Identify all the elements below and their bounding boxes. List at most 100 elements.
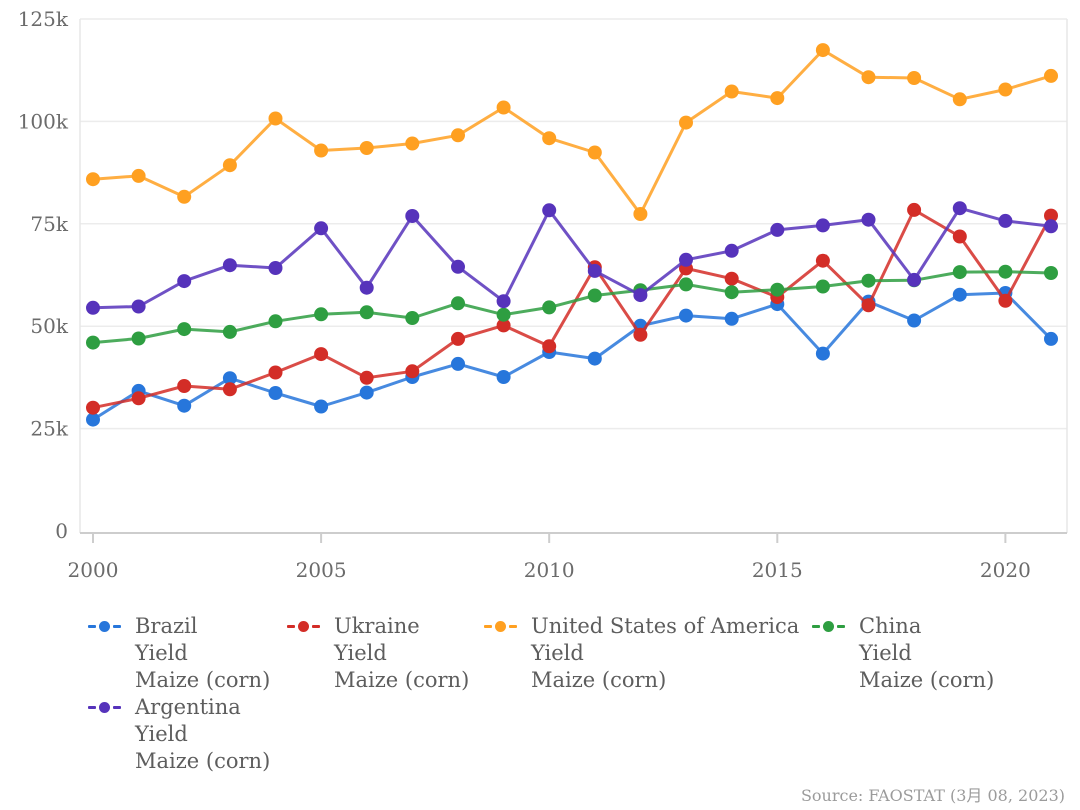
dot-argentina-2013[interactable]	[679, 252, 693, 267]
dot-brazil-2009[interactable]	[496, 370, 511, 384]
dot-ukraine-2019[interactable]	[952, 229, 967, 244]
dot-united-states-of-america-2006[interactable]	[359, 141, 374, 155]
dot-ukraine-2004[interactable]	[268, 365, 283, 380]
dot-brazil-2019[interactable]	[952, 287, 967, 302]
dot-united-states-of-america-2004[interactable]	[268, 111, 283, 126]
legend-item-china[interactable]: China Yield Maize (corn)	[812, 613, 994, 694]
legend-item-ukraine[interactable]: Ukraine Yield Maize (corn)	[287, 613, 469, 694]
dot-china-2021[interactable]	[1044, 266, 1058, 280]
dot-brazil-2006[interactable]	[359, 385, 374, 400]
dot-china-2003[interactable]	[222, 324, 237, 339]
dot-brazil-2003[interactable]	[222, 371, 237, 386]
dot-china-2008[interactable]	[451, 296, 465, 311]
dot-brazil-2004[interactable]	[268, 386, 283, 400]
dot-united-states-of-america-2017[interactable]	[861, 70, 876, 85]
dot-argentina-2011[interactable]	[587, 263, 602, 278]
dot-ukraine-2020[interactable]	[998, 293, 1013, 308]
dot-ukraine-2012[interactable]	[633, 327, 648, 342]
dot-ukraine-2005[interactable]	[314, 347, 329, 362]
dot-united-states-of-america-2003[interactable]	[222, 158, 237, 173]
dot-brazil-2013[interactable]	[679, 308, 693, 323]
dot-brazil-2000[interactable]	[86, 412, 100, 427]
dot-argentina-2012[interactable]	[633, 288, 648, 303]
dot-china-2006[interactable]	[359, 305, 374, 320]
dot-ukraine-2021[interactable]	[1044, 208, 1058, 223]
dot-ukraine-2007[interactable]	[405, 364, 420, 379]
dot-ukraine-2006[interactable]	[359, 370, 374, 385]
legend-item-united-states-of-america[interactable]: United States of America Yield Maize (co…	[484, 613, 799, 694]
dot-argentina-2006[interactable]	[359, 280, 374, 295]
dot-ukraine-2000[interactable]	[86, 400, 100, 415]
dot-ukraine-2016[interactable]	[815, 253, 830, 268]
dot-argentina-2005[interactable]	[314, 221, 329, 236]
dot-china-2001[interactable]	[131, 331, 146, 346]
dot-china-2013[interactable]	[679, 277, 693, 292]
dot-brazil-2014[interactable]	[724, 311, 739, 326]
dot-argentina-2000[interactable]	[86, 300, 100, 315]
dot-china-2019[interactable]	[952, 265, 967, 280]
dot-argentina-2020[interactable]	[998, 213, 1013, 228]
dot-united-states-of-america-2016[interactable]	[815, 43, 830, 58]
dot-argentina-2002[interactable]	[177, 274, 192, 289]
dot-argentina-2001[interactable]	[131, 299, 146, 314]
dot-united-states-of-america-2002[interactable]	[177, 189, 192, 204]
dot-ukraine-2010[interactable]	[542, 339, 557, 354]
dot-brazil-2008[interactable]	[451, 356, 465, 371]
dot-ukraine-2002[interactable]	[177, 379, 192, 393]
dot-argentina-2004[interactable]	[268, 261, 283, 275]
dot-ukraine-2017[interactable]	[861, 298, 876, 313]
dot-china-2000[interactable]	[86, 335, 100, 350]
dot-united-states-of-america-2018[interactable]	[907, 71, 922, 85]
dot-argentina-2009[interactable]	[496, 294, 511, 309]
dot-china-2016[interactable]	[815, 279, 830, 294]
dot-united-states-of-america-2021[interactable]	[1044, 68, 1058, 83]
dot-china-2004[interactable]	[268, 314, 283, 329]
dot-united-states-of-america-2012[interactable]	[633, 207, 648, 221]
dot-china-2011[interactable]	[587, 288, 602, 303]
dot-united-states-of-america-2019[interactable]	[952, 92, 967, 107]
dot-brazil-2005[interactable]	[314, 399, 329, 414]
dot-china-2007[interactable]	[405, 311, 420, 325]
dot-argentina-2016[interactable]	[815, 218, 830, 233]
dot-brazil-2018[interactable]	[907, 313, 922, 328]
dot-brazil-2021[interactable]	[1044, 331, 1058, 346]
dot-ukraine-2008[interactable]	[451, 331, 465, 346]
dot-united-states-of-america-2010[interactable]	[542, 131, 557, 146]
dot-ukraine-2014[interactable]	[724, 271, 739, 286]
dot-china-2014[interactable]	[724, 285, 739, 300]
dot-china-2015[interactable]	[770, 282, 785, 297]
dot-argentina-2010[interactable]	[542, 203, 557, 218]
dot-china-2005[interactable]	[314, 307, 329, 322]
dot-china-2010[interactable]	[542, 300, 557, 315]
dot-united-states-of-america-2007[interactable]	[405, 136, 420, 151]
dot-china-2017[interactable]	[861, 273, 876, 288]
dot-argentina-2015[interactable]	[770, 222, 785, 237]
dot-united-states-of-america-2014[interactable]	[724, 84, 739, 99]
dot-united-states-of-america-2011[interactable]	[587, 145, 602, 160]
dot-argentina-2018[interactable]	[907, 272, 922, 287]
dot-argentina-2007[interactable]	[405, 209, 420, 223]
dot-brazil-2016[interactable]	[815, 346, 830, 361]
dot-united-states-of-america-2001[interactable]	[131, 168, 146, 183]
dot-ukraine-2003[interactable]	[222, 382, 237, 397]
dot-china-2002[interactable]	[177, 322, 192, 337]
dot-united-states-of-america-2009[interactable]	[496, 100, 511, 115]
dot-brazil-2011[interactable]	[587, 351, 602, 366]
dot-argentina-2003[interactable]	[222, 258, 237, 273]
legend-item-brazil[interactable]: Brazil Yield Maize (corn)	[88, 613, 270, 694]
dot-ukraine-2009[interactable]	[496, 318, 511, 333]
dot-united-states-of-america-2008[interactable]	[451, 128, 465, 143]
legend-item-argentina[interactable]: Argentina Yield Maize (corn)	[88, 694, 270, 775]
dot-brazil-2002[interactable]	[177, 398, 192, 413]
dot-argentina-2021[interactable]	[1044, 219, 1058, 234]
dot-argentina-2014[interactable]	[724, 243, 739, 258]
dot-united-states-of-america-2015[interactable]	[770, 91, 785, 106]
dot-united-states-of-america-2005[interactable]	[314, 143, 329, 158]
dot-china-2009[interactable]	[496, 307, 511, 322]
dot-ukraine-2001[interactable]	[131, 391, 146, 406]
dot-united-states-of-america-2020[interactable]	[998, 82, 1013, 97]
dot-argentina-2008[interactable]	[451, 259, 465, 274]
dot-china-2020[interactable]	[998, 264, 1013, 279]
dot-united-states-of-america-2013[interactable]	[679, 115, 693, 130]
dot-argentina-2019[interactable]	[952, 201, 967, 216]
